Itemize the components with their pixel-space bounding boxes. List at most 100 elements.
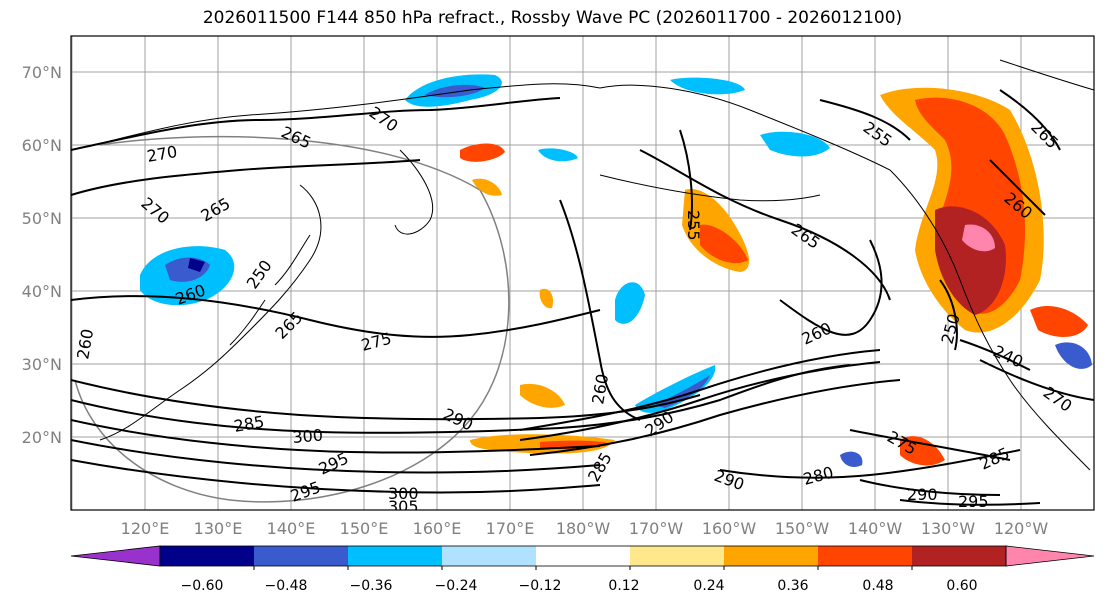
coast-aleutians <box>599 174 821 202</box>
lon-label: 170°E <box>486 519 535 538</box>
negative-patch-baja <box>1055 342 1092 369</box>
radius-circle-top <box>99 135 481 191</box>
contour-label: 305 <box>388 497 419 516</box>
positive-patch-nw-america-peak <box>962 224 995 252</box>
coast-asia-east <box>99 184 322 441</box>
contour-255-north <box>819 99 911 141</box>
coastlines <box>71 59 1094 471</box>
lon-label: 130°E <box>194 519 243 538</box>
map-border <box>70 35 1095 511</box>
negative-patch-alaska <box>760 131 830 157</box>
colorbar-tick-label: 0.12 <box>608 578 639 594</box>
contour-jet-1 <box>519 349 881 431</box>
colorbar-segment <box>160 546 255 566</box>
positive-patch-baja <box>1030 305 1088 337</box>
contour-label: 255 <box>684 210 703 241</box>
lat-label: 50°N <box>22 209 62 228</box>
lon-label: 160°W <box>702 519 757 538</box>
negative-patch-jet <box>635 365 716 413</box>
colorbar-tick-label: 0.36 <box>777 578 808 594</box>
colorbar-tick-label: −0.12 <box>519 578 562 594</box>
negative-patch-sea <box>840 451 863 467</box>
colorbar-tick-label: −0.24 <box>435 578 478 594</box>
lon-label: 170°W <box>629 519 684 538</box>
contour-265-ne <box>999 89 1061 151</box>
lon-label: 120°E <box>121 519 170 538</box>
colorbar-segment <box>254 546 349 566</box>
positive-patch-okhotsk <box>460 143 505 162</box>
negative-patch-north <box>670 77 745 95</box>
contour-255-alaska <box>679 129 693 231</box>
coast-na-north <box>999 59 1094 91</box>
colorbar-outline <box>159 545 1007 567</box>
lon-label: 150°W <box>775 519 830 538</box>
colorbar-labels: −0.60 −0.48 −0.36 −0.24 −0.12 0.12 0.24 … <box>181 578 978 594</box>
lat-label: 30°N <box>22 355 62 374</box>
contour-label: 300 <box>292 425 324 447</box>
lon-label: 130°W <box>921 519 976 538</box>
contour-275-pacific <box>71 295 601 338</box>
contour-265-mid <box>639 149 891 301</box>
positive-patch-east <box>900 436 945 466</box>
colorbar-extend-high <box>1005 545 1095 567</box>
colorbar-tick-label: 0.48 <box>862 578 893 594</box>
positive-patch-hawaii <box>520 383 565 408</box>
contour-lines <box>71 89 1094 506</box>
contour-260-right <box>779 239 883 336</box>
contour-jet-3 <box>529 379 901 456</box>
colorbar-tick-label: −0.36 <box>350 578 393 594</box>
coast-kamchatka <box>394 149 434 235</box>
contour-240 <box>959 339 1031 371</box>
lon-label: 140°W <box>848 519 903 538</box>
coast-asia-north <box>71 83 601 151</box>
colorbar-segment <box>442 546 537 566</box>
contour-labels: 265 270 270 265 270 255 255 265 260 250 … <box>73 103 1075 516</box>
negative-patch-kamchatka <box>538 148 578 162</box>
contour-250 <box>939 279 958 351</box>
contour-300 <box>71 439 601 474</box>
colorbar-segment <box>912 546 1007 566</box>
lon-label: 140°E <box>267 519 316 538</box>
contour-260-ne <box>989 159 1046 216</box>
lat-label: 20°N <box>22 428 62 447</box>
longitude-labels: 120°E 130°E 140°E 150°E 160°E 170°E 180°… <box>121 519 1049 538</box>
contour-295-east <box>899 499 1041 506</box>
colorbar-segment <box>536 546 631 566</box>
radius-circle <box>74 189 510 503</box>
contour-jet-2 <box>519 361 881 441</box>
contour-280 <box>719 449 1021 479</box>
contour-290-east <box>859 479 1001 496</box>
colorbar-tick-label: 0.24 <box>693 578 724 594</box>
coast-japan <box>229 234 311 346</box>
lon-label: 180°W <box>556 519 611 538</box>
contour-265-asia <box>71 159 421 196</box>
colorbar-segment <box>348 546 443 566</box>
colorbar-segment <box>630 546 725 566</box>
contour-305 <box>71 459 601 494</box>
coast-alaska <box>599 84 891 171</box>
negative-patch-china-deep <box>188 258 205 272</box>
coast-na-west <box>889 169 1091 471</box>
colorbar <box>70 545 1095 570</box>
latitude-labels: 70°N 60°N 50°N 40°N 30°N 20°N <box>22 63 62 447</box>
colorbar-tick-label: −0.60 <box>181 578 224 594</box>
contour-270-east <box>979 359 1094 401</box>
negative-patch-pacific <box>615 282 645 324</box>
positive-patch-kuril <box>472 178 502 196</box>
lat-label: 60°N <box>22 136 62 155</box>
colorbar-tick-label: 0.60 <box>946 578 977 594</box>
lon-label: 120°W <box>994 519 1049 538</box>
contour-270-north <box>71 97 561 151</box>
colorbar-segment <box>818 546 913 566</box>
positive-patch-hawaii2 <box>539 288 554 309</box>
lon-label: 160°E <box>413 519 462 538</box>
positive-patch-bering-core <box>700 224 748 264</box>
contour-label: 295 <box>958 492 989 511</box>
contour-label: 300 <box>388 484 419 503</box>
colorbar-tick-label: −0.48 <box>265 578 308 594</box>
contour-label: 290 <box>907 485 938 504</box>
contour-260-mid <box>559 199 641 421</box>
map-title: 2026011500 F144 850 hPa refract., Rossby… <box>202 8 903 28</box>
lon-label: 150°E <box>340 519 389 538</box>
